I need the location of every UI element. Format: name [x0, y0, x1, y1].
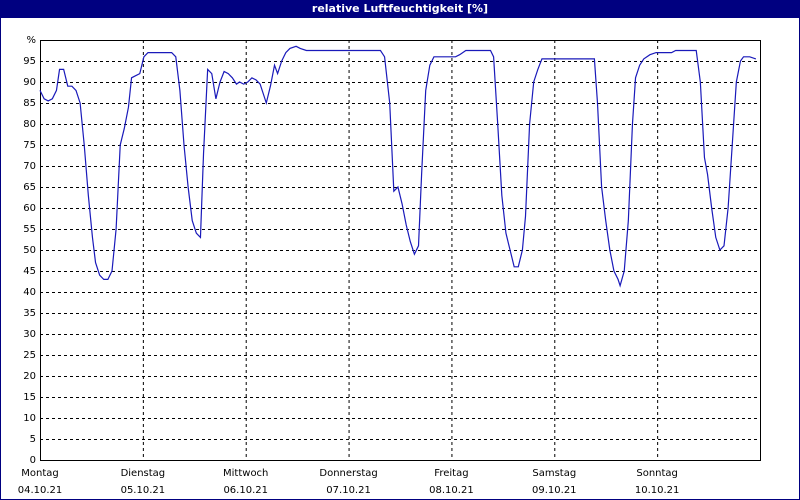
y-tick-label: 45 — [23, 266, 36, 277]
x-tick-label: 06.10.21 — [223, 485, 268, 496]
x-tick-label: Sonntag — [636, 468, 678, 479]
x-tick-label: Montag — [21, 468, 58, 479]
x-tick-label: 08.10.21 — [429, 485, 474, 496]
y-tick-label: 20 — [23, 371, 36, 382]
x-tick-label: 07.10.21 — [326, 485, 371, 496]
x-tick-label: Samstag — [532, 468, 576, 479]
y-tick-label: 95 — [23, 56, 36, 67]
x-tick-label: 04.10.21 — [18, 485, 63, 496]
y-tick-label: 70 — [23, 161, 36, 172]
y-tick-label: 10 — [23, 413, 36, 424]
y-tick-label: 55 — [23, 224, 36, 235]
x-tick-label: Mittwoch — [223, 468, 268, 479]
y-tick-label: % — [26, 35, 36, 46]
data-line — [39, 45, 757, 288]
y-tick-label: 90 — [23, 77, 36, 88]
x-tick-label: Donnerstag — [319, 468, 377, 479]
y-tick-label: 75 — [23, 140, 36, 151]
title-bar — [0, 0, 800, 18]
y-tick-label: 35 — [23, 308, 36, 319]
x-tick-label: 10.10.21 — [635, 485, 680, 496]
y-tick-label: 30 — [23, 329, 36, 340]
x-tick-label: 09.10.21 — [532, 485, 577, 496]
y-tick-label: 0 — [30, 455, 36, 466]
y-tick-label: 80 — [23, 119, 36, 130]
y-tick-label: 60 — [23, 203, 36, 214]
y-tick-label: 85 — [23, 98, 36, 109]
y-tick-label: 25 — [23, 350, 36, 361]
y-tick-label: 50 — [23, 245, 36, 256]
chart-title: relative Luftfeuchtigkeit [%] — [312, 2, 488, 15]
y-tick-label: 5 — [30, 434, 36, 445]
x-tick-label: Freitag — [434, 468, 468, 479]
x-tick-label: 05.10.21 — [121, 485, 166, 496]
y-tick-label: 15 — [23, 392, 36, 403]
y-tick-label: 40 — [23, 287, 36, 298]
x-tick-label: Dienstag — [121, 468, 166, 479]
y-tick-label: 65 — [23, 182, 36, 193]
